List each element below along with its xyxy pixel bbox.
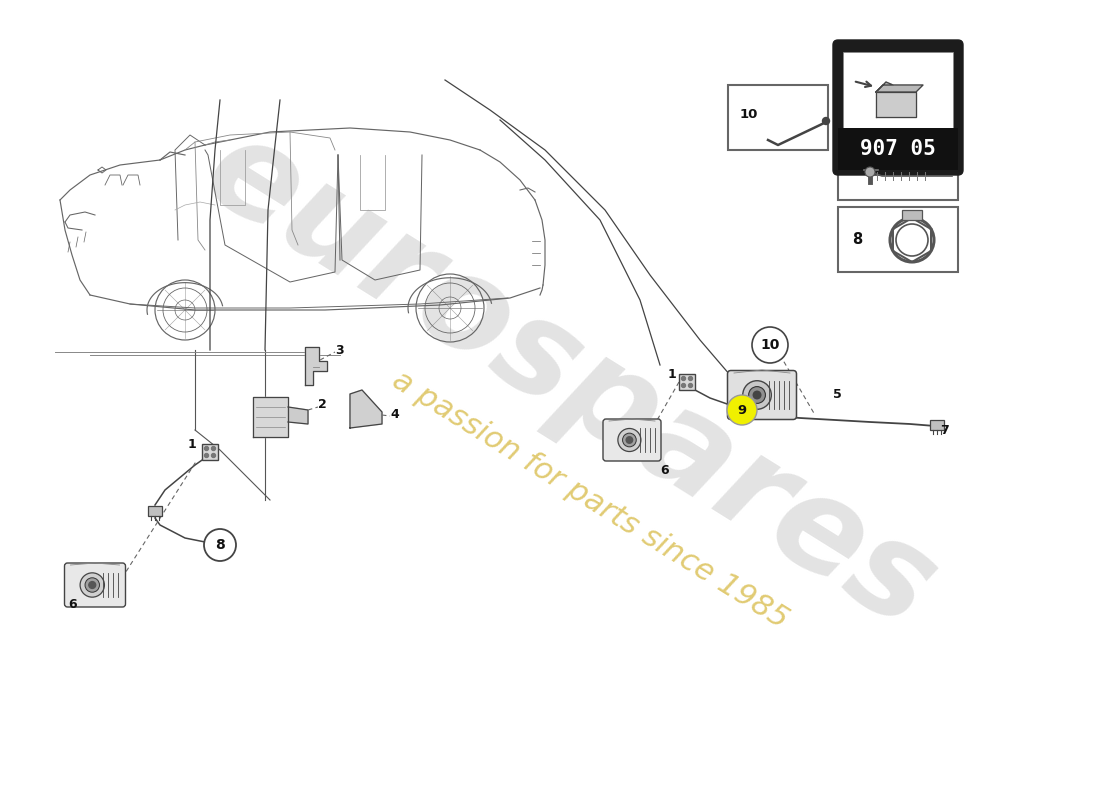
Polygon shape <box>876 92 916 117</box>
Circle shape <box>742 381 771 410</box>
Circle shape <box>752 327 788 363</box>
Bar <box>202 444 218 460</box>
Bar <box>902 210 922 220</box>
Text: 10: 10 <box>740 109 758 122</box>
Polygon shape <box>876 85 923 92</box>
Circle shape <box>618 429 641 451</box>
Circle shape <box>682 377 685 381</box>
Circle shape <box>689 377 693 381</box>
Text: 5: 5 <box>833 389 842 402</box>
Text: 7: 7 <box>940 423 948 437</box>
Text: 3: 3 <box>336 343 343 357</box>
Circle shape <box>682 383 685 387</box>
Circle shape <box>823 118 829 125</box>
FancyBboxPatch shape <box>65 563 125 607</box>
Circle shape <box>80 573 104 597</box>
Polygon shape <box>350 390 382 428</box>
Text: 10: 10 <box>760 338 780 352</box>
Circle shape <box>865 167 874 177</box>
Text: 6: 6 <box>660 463 669 477</box>
Bar <box>728 85 828 150</box>
Circle shape <box>689 383 693 387</box>
Text: 8: 8 <box>216 538 224 552</box>
Circle shape <box>205 446 209 450</box>
Circle shape <box>754 391 761 398</box>
Text: 907 05: 907 05 <box>860 139 936 159</box>
Polygon shape <box>876 82 893 92</box>
Circle shape <box>205 454 209 458</box>
Bar <box>679 374 695 390</box>
Text: 8: 8 <box>852 233 862 247</box>
Circle shape <box>85 578 99 592</box>
Circle shape <box>623 433 636 447</box>
Text: 2: 2 <box>318 398 327 411</box>
Circle shape <box>211 446 216 450</box>
Circle shape <box>727 395 757 425</box>
Text: 1: 1 <box>668 369 676 382</box>
Circle shape <box>204 529 236 561</box>
FancyBboxPatch shape <box>833 40 962 175</box>
Polygon shape <box>305 347 327 385</box>
Text: eurospares: eurospares <box>183 105 958 655</box>
Bar <box>843 52 953 130</box>
Bar <box>838 128 958 170</box>
Bar <box>148 506 162 516</box>
FancyBboxPatch shape <box>727 370 796 419</box>
Bar <box>838 207 958 272</box>
FancyBboxPatch shape <box>603 419 661 461</box>
Circle shape <box>89 582 96 589</box>
Circle shape <box>211 454 216 458</box>
Polygon shape <box>253 397 288 437</box>
Circle shape <box>626 437 632 443</box>
Bar <box>930 420 944 430</box>
Text: 6: 6 <box>68 598 77 610</box>
Text: 4: 4 <box>390 409 398 422</box>
Text: 9: 9 <box>852 146 862 161</box>
Bar <box>838 135 958 200</box>
Text: 1: 1 <box>188 438 197 451</box>
Text: a passion for parts since 1985: a passion for parts since 1985 <box>387 366 793 634</box>
Circle shape <box>749 386 766 403</box>
Text: 9: 9 <box>737 403 747 417</box>
Polygon shape <box>288 407 308 424</box>
